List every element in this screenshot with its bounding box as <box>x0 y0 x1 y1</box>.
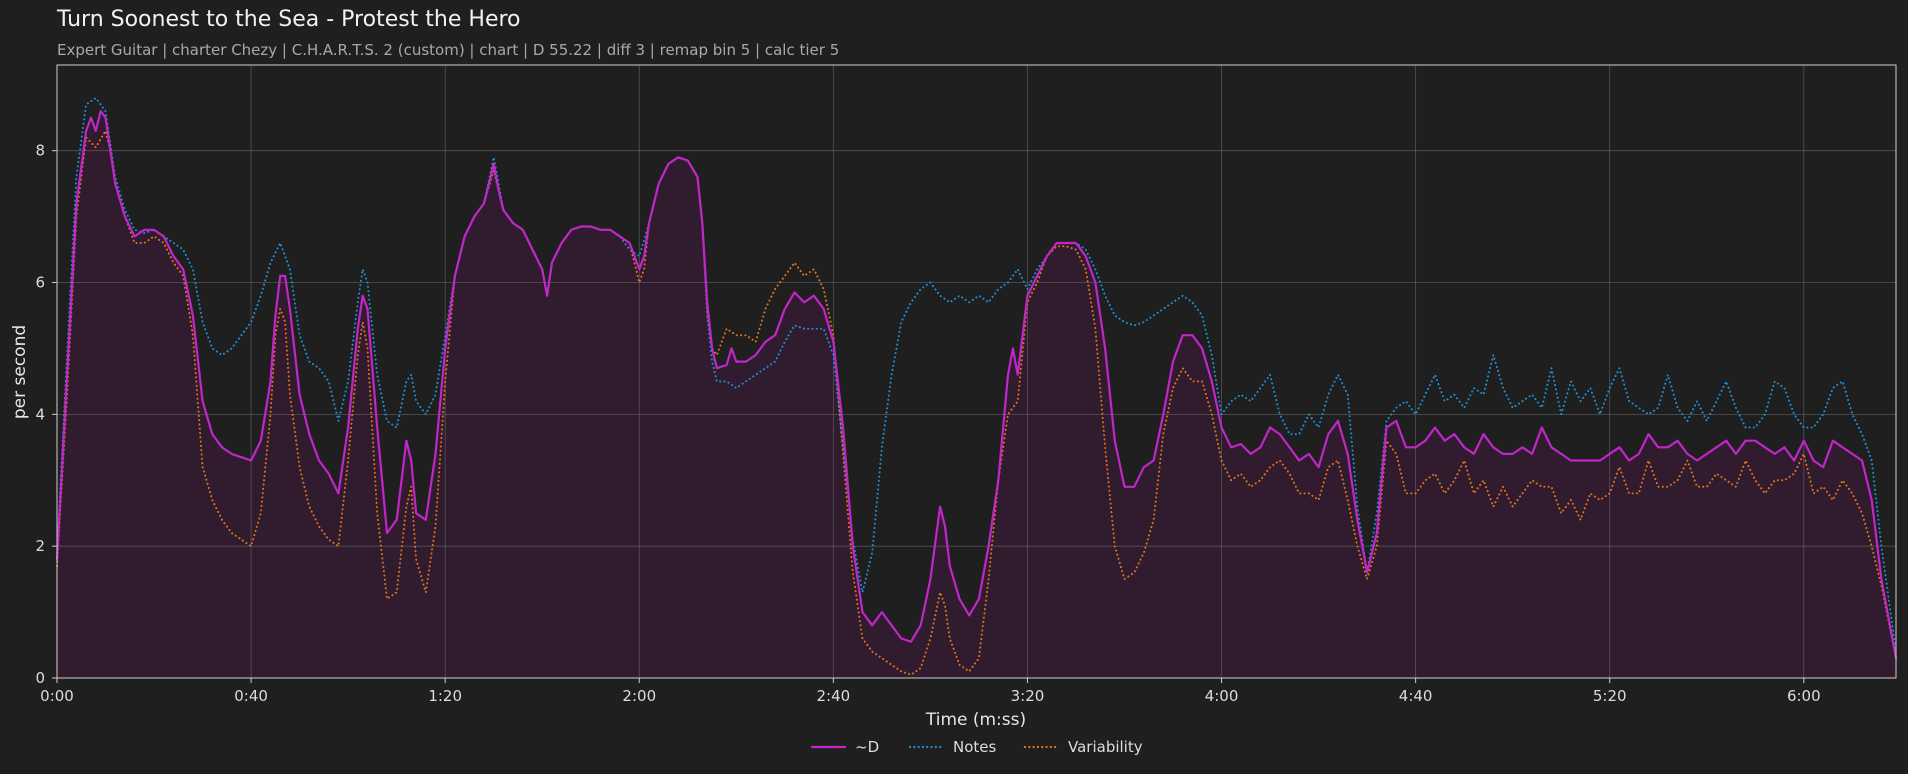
legend: ~D Notes Variability <box>810 738 1143 756</box>
x-axis-title: Time (m:ss) <box>925 710 1026 730</box>
x-tick-label: 0:00 <box>40 687 74 705</box>
x-tick-label: 2:00 <box>622 687 656 705</box>
tick-labels-layer: 0:00 0:40 1:20 2:00 2:40 3:20 4:00 4:40 5:20 6:00… <box>35 142 1820 705</box>
x-tick-label: 3:20 <box>1011 687 1045 705</box>
series-line-notes <box>56 97 1897 653</box>
plot-frame <box>56 64 1897 679</box>
series-lines-layer <box>55 97 1898 676</box>
series-line-d <box>55 110 1898 660</box>
x-tick-label: 1:20 <box>428 687 462 705</box>
chart-subtitle: Expert Guitar | charter Chezy | C.H.A.R.… <box>57 41 840 59</box>
y-tick-label: 6 <box>35 274 45 292</box>
chart-title: Turn Soonest to the Sea - Protest the He… <box>57 7 521 32</box>
area-fill-0 <box>57 111 1896 679</box>
axes-layer <box>56 64 1897 679</box>
x-tick-label: 5:20 <box>1593 687 1627 705</box>
y-tick-label: 4 <box>35 405 45 423</box>
x-tick-label: 4:00 <box>1205 687 1239 705</box>
x-tick-label: 0:40 <box>234 687 268 705</box>
legend-label: ~D <box>855 738 879 756</box>
y-axis-title: per second <box>10 325 30 419</box>
y-tick-label: 2 <box>35 537 45 555</box>
y-tick-label: 8 <box>35 142 45 160</box>
area-fill-layer <box>57 111 1896 679</box>
legend-label: Variability <box>1068 738 1143 756</box>
y-tick-label: 0 <box>35 669 45 687</box>
x-tick-label: 2:40 <box>817 687 851 705</box>
x-tick-label: 4:40 <box>1399 687 1433 705</box>
x-tick-label: 6:00 <box>1787 687 1821 705</box>
legend-label: Notes <box>953 738 997 756</box>
